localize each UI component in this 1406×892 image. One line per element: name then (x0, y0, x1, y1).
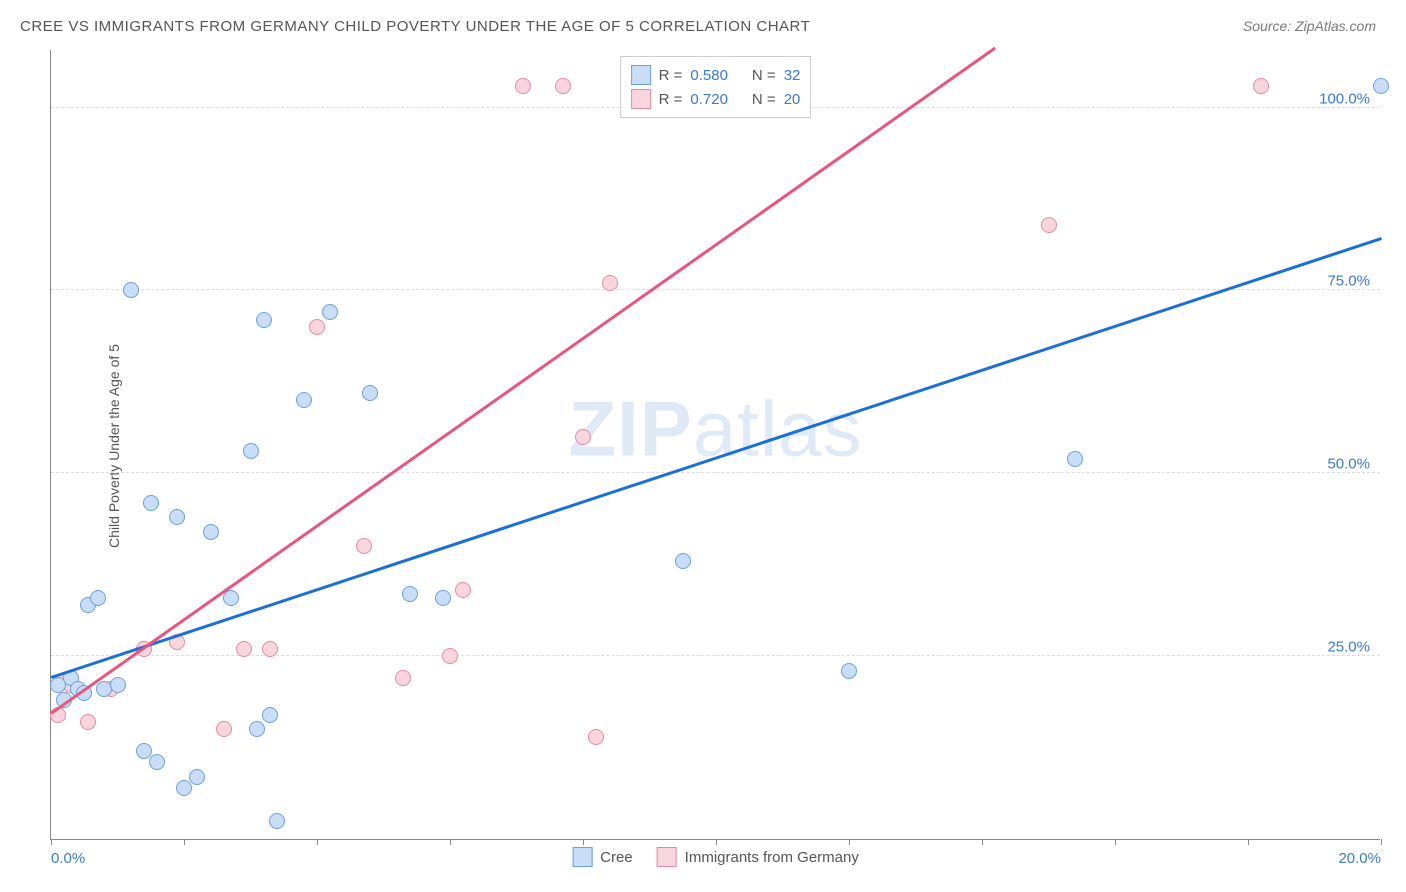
scatter-point-series2 (515, 78, 531, 94)
swatch-series1 (572, 847, 592, 867)
x-tick (450, 839, 451, 845)
legend-item-series2: Immigrants from Germany (657, 847, 859, 867)
plot-area: ZIPatlas 25.0% 50.0% 75.0% 100.0% R = 0.580… (50, 50, 1380, 840)
scatter-point-series1 (90, 590, 106, 606)
scatter-point-series2 (442, 648, 458, 664)
scatter-point-series1 (362, 385, 378, 401)
scatter-point-series1 (322, 304, 338, 320)
x-tick (1381, 839, 1382, 845)
x-tick-label: 0.0% (51, 850, 85, 867)
regression-line-series2 (50, 47, 996, 715)
scatter-point-series1 (1067, 451, 1083, 467)
scatter-point-series1 (203, 524, 219, 540)
swatch-series2 (631, 89, 651, 109)
scatter-point-series1 (262, 707, 278, 723)
x-tick (1115, 839, 1116, 845)
scatter-point-series2 (575, 429, 591, 445)
stat-r-series1: 0.580 (690, 67, 728, 84)
swatch-series2 (657, 847, 677, 867)
gridline (51, 655, 1380, 656)
scatter-point-series1 (256, 312, 272, 328)
watermark: ZIPatlas (568, 383, 862, 474)
scatter-point-series1 (143, 495, 159, 511)
x-tick (583, 839, 584, 845)
stats-row-series1: R = 0.580 N = 32 (631, 63, 801, 87)
x-tick (982, 839, 983, 845)
stats-row-series2: R = 0.720 N = 20 (631, 87, 801, 111)
y-tick-label: 75.0% (1327, 273, 1370, 290)
x-tick (716, 839, 717, 845)
scatter-point-series1 (269, 813, 285, 829)
scatter-point-series1 (296, 392, 312, 408)
scatter-point-series2 (555, 78, 571, 94)
gridline (51, 289, 1380, 290)
scatter-point-series2 (309, 319, 325, 335)
stat-r-label: R = (659, 91, 683, 108)
y-tick-label: 50.0% (1327, 456, 1370, 473)
y-tick-label: 25.0% (1327, 639, 1370, 656)
scatter-point-series1 (402, 586, 418, 602)
x-tick (849, 839, 850, 845)
legend-label-series1: Cree (600, 849, 633, 866)
x-tick (317, 839, 318, 845)
scatter-point-series1 (176, 780, 192, 796)
scatter-point-series1 (110, 677, 126, 693)
scatter-point-series2 (216, 721, 232, 737)
legend-label-series2: Immigrants from Germany (685, 849, 859, 866)
scatter-point-series2 (1041, 217, 1057, 233)
bottom-legend: Cree Immigrants from Germany (572, 847, 859, 867)
scatter-point-series2 (602, 275, 618, 291)
stat-n-label: N = (752, 91, 776, 108)
scatter-point-series2 (356, 538, 372, 554)
x-tick (184, 839, 185, 845)
scatter-point-series1 (435, 590, 451, 606)
x-tick (1248, 839, 1249, 845)
x-tick (51, 839, 52, 845)
watermark-bold: ZIP (568, 384, 692, 472)
scatter-point-series1 (149, 754, 165, 770)
scatter-point-series2 (236, 641, 252, 657)
scatter-point-series2 (80, 714, 96, 730)
stat-n-series2: 20 (784, 91, 801, 108)
watermark-rest: atlas (693, 384, 863, 472)
scatter-point-series1 (189, 769, 205, 785)
scatter-point-series1 (136, 743, 152, 759)
chart-title: CREE VS IMMIGRANTS FROM GERMANY CHILD PO… (20, 18, 810, 35)
stat-n-label: N = (752, 67, 776, 84)
scatter-point-series2 (588, 729, 604, 745)
scatter-point-series1 (1373, 78, 1389, 94)
x-tick-label: 20.0% (1338, 850, 1381, 867)
stats-legend: R = 0.580 N = 32 R = 0.720 N = 20 (620, 56, 812, 118)
scatter-point-series1 (841, 663, 857, 679)
scatter-point-series1 (243, 443, 259, 459)
source-attribution: Source: ZipAtlas.com (1243, 18, 1376, 34)
scatter-point-series1 (675, 553, 691, 569)
scatter-point-series1 (123, 282, 139, 298)
scatter-point-series1 (169, 509, 185, 525)
gridline (51, 472, 1380, 473)
scatter-point-series2 (395, 670, 411, 686)
y-tick-label: 100.0% (1319, 90, 1370, 107)
stat-r-label: R = (659, 67, 683, 84)
swatch-series1 (631, 65, 651, 85)
scatter-point-series2 (262, 641, 278, 657)
scatter-point-series2 (455, 582, 471, 598)
stat-r-series2: 0.720 (690, 91, 728, 108)
stat-n-series1: 32 (784, 67, 801, 84)
legend-item-series1: Cree (572, 847, 633, 867)
scatter-point-series2 (1253, 78, 1269, 94)
scatter-point-series1 (249, 721, 265, 737)
